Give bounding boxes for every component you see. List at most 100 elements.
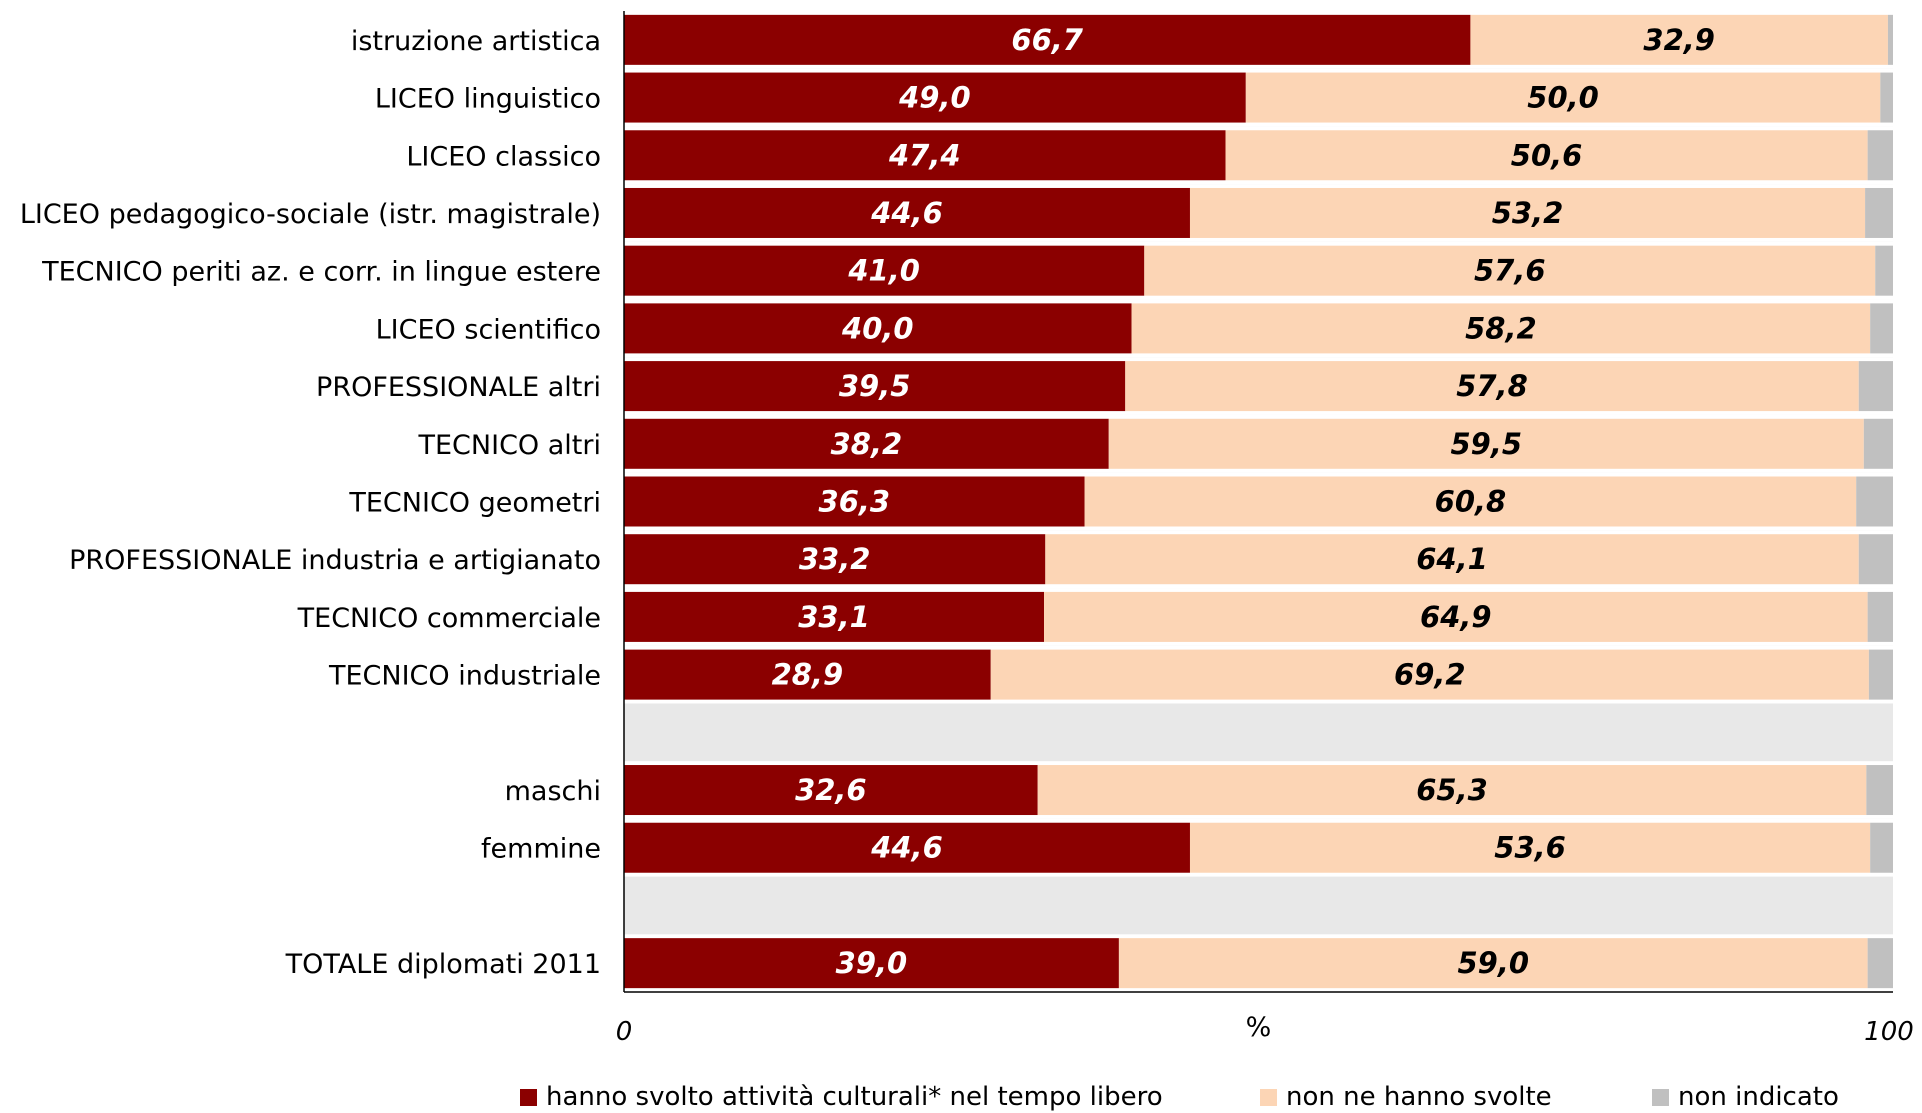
bar-segment-series-0 [624,130,1226,181]
bar-segment-series-2 [1867,591,1893,642]
legend-swatch-non-indicato [1652,1088,1669,1106]
bar-segment-series-1 [1189,822,1871,873]
data-label-series-0: 44,6 [870,831,943,865]
data-label-series-1: 58,2 [1465,311,1537,345]
data-label-series-0: 44,6 [870,196,943,230]
bar-segment-series-0 [624,938,1119,989]
bar-segment-series-2 [1858,534,1893,585]
bar-segment-series-2 [1867,938,1893,989]
data-label-series-1: 59,5 [1451,427,1523,461]
bar-segment-series-1 [1045,534,1859,585]
value-labels: 66,7 32,9 49,0 50,0 47,4 50,6 44,6 53,2 41,0 57,6… [772,23,1715,980]
bar-segment-series-0 [624,534,1046,585]
bar-segment-series-2 [1870,822,1893,873]
bar-segment-series-2 [1866,765,1893,816]
data-label-series-0: 41,0 [847,254,920,288]
data-label-series-1: 64,1 [1416,542,1488,576]
category-label: istruzione artistica [351,26,601,57]
data-label-series-0: 33,2 [799,542,871,576]
bar-segment-series-1 [1037,765,1867,816]
data-label-series-1: 60,8 [1435,485,1507,519]
data-label-series-1: 50,6 [1511,138,1583,172]
bar-segment-series-1 [1125,361,1859,412]
legend: hanno svolto attività culturali* nel tem… [0,1082,1922,1112]
bar-segment-series-0 [624,303,1132,354]
category-label: LICEO linguistico [375,84,601,115]
data-label-series-1: 32,9 [1643,23,1715,57]
bar-segment-series-1 [1108,418,1864,469]
legend-label-culturali: hanno svolto attività culturali* nel tem… [546,1082,1163,1112]
data-label-series-1: 57,6 [1474,254,1546,288]
data-label-series-0: 32,6 [795,773,867,807]
bar-segment-series-1 [1044,591,1868,642]
bar-segment-series-1 [1470,14,1888,65]
data-label-series-0: 66,7 [1011,23,1083,57]
bar-segment-series-2 [1868,649,1893,700]
bar-segment-series-0 [624,765,1038,816]
data-label-series-1: 59,0 [1457,946,1529,980]
legend-swatch-non-svolte [1260,1088,1277,1106]
data-label-series-0: 36,3 [819,485,891,519]
data-label-series-0: 28,9 [772,658,844,692]
category-label: femmine [481,834,601,865]
legend-swatch-culturali [520,1088,537,1106]
bar-segment-series-2 [1875,245,1893,296]
bar-segment-series-0 [624,476,1085,527]
data-label-series-1: 53,2 [1492,196,1564,230]
bar-segment-series-0 [624,245,1145,296]
bar-segment-series-2 [1865,187,1893,238]
category-label: LICEO pedagogico-sociale (istr. magistra… [20,199,601,230]
bar-segment-series-0 [624,418,1109,469]
category-label: PROFESSIONALE altri [316,372,601,403]
data-label-series-1: 53,6 [1494,831,1566,865]
legend-label-non-svolte: non ne hanno svolte [1286,1082,1552,1112]
bar-group [624,11,1893,992]
bar-segment-series-1 [990,649,1869,700]
data-label-series-1: 64,9 [1420,600,1492,634]
legend-label-non-indicato: non indicato [1678,1082,1839,1112]
legend-item-non-indicato: non indicato [1652,1082,1839,1112]
category-label: TECNICO periti az. e corr. in lingue est… [41,257,601,288]
category-label: TECNICO industriale [328,661,601,692]
data-label-series-0: 38,2 [831,427,903,461]
bar-segment-series-2 [1887,14,1893,65]
bar-segment-series-2 [1867,130,1893,181]
bar-segment-series-1 [1225,130,1868,181]
data-label-series-1: 65,3 [1416,773,1488,807]
bar-segment-series-0 [624,72,1246,123]
bar-segment-series-0 [624,649,991,700]
data-label-series-1: 50,0 [1527,81,1599,115]
bar-segment-series-1 [1131,303,1871,354]
bar-segment-series-2 [1863,418,1893,469]
bar-segment-series-0 [624,822,1190,873]
bar-segment-series-0 [624,361,1126,412]
legend-item-culturali: hanno svolto attività culturali* nel tem… [520,1082,1163,1112]
category-labels: istruzione artistica LICEO linguistico LIC… [20,26,601,980]
x-axis-unit-label: % [1246,1012,1272,1043]
bar-segment-series-2 [1870,303,1893,354]
data-label-series-0: 33,1 [798,600,870,634]
category-label: TECNICO geometri [348,488,601,519]
data-label-series-0: 47,4 [888,138,961,172]
bar-segment-series-2 [1856,476,1893,527]
category-label: PROFESSIONALE industria e artigianato [69,545,601,576]
x-tick-label-0: 0 [616,1017,633,1047]
category-label: TECNICO commerciale [297,603,601,634]
x-tick-label-100: 100 [1864,1017,1914,1047]
bar-segment-series-2 [1858,361,1893,412]
bar-segment-series-1 [1245,72,1881,123]
data-label-series-1: 57,8 [1456,369,1528,403]
bar-segment-series-1 [1144,245,1876,296]
bar-segment-series-2 [1880,72,1893,123]
category-label: LICEO classico [406,141,601,172]
data-label-series-1: 69,2 [1394,658,1466,692]
data-label-series-0: 49,0 [898,81,971,115]
category-label: LICEO scientifico [376,314,601,345]
bar-segment-series-0 [624,14,1471,65]
bar-segment-series-1 [1118,938,1868,989]
bar-segment-series-0 [624,591,1045,642]
stacked-bar-chart: istruzione artistica LICEO linguistico LIC… [20,11,1914,1047]
category-label: maschi [505,776,601,807]
data-label-series-0: 39,0 [836,946,908,980]
category-label: TECNICO altri [418,430,602,461]
